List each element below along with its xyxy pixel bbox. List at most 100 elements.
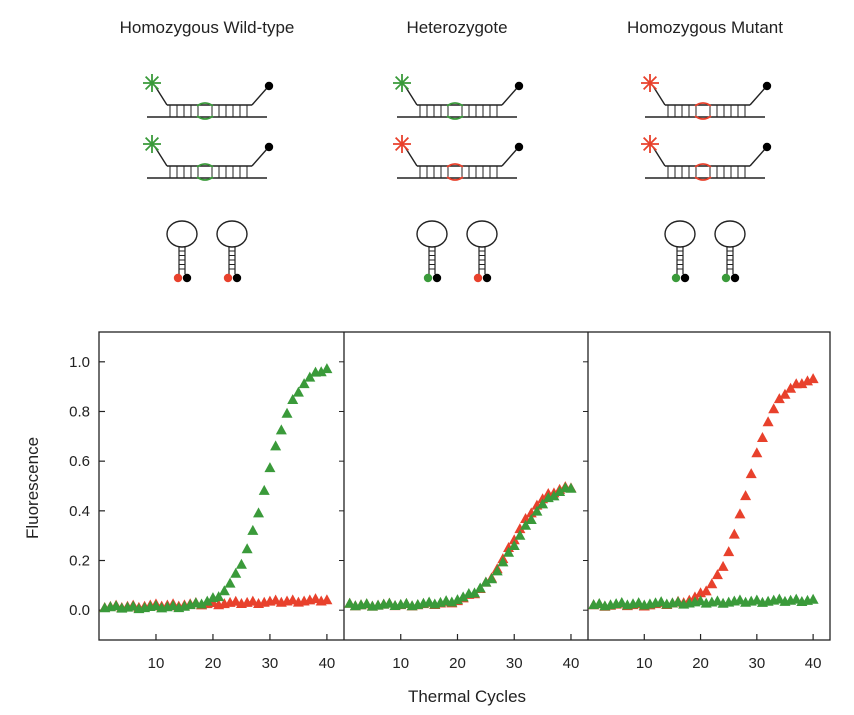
data-point-triangle [537,498,549,509]
data-point-triangle [790,593,802,604]
allele-bracket-bottom [694,176,712,181]
data-point-triangle [633,597,645,608]
data-point-triangle [287,394,299,405]
data-point-triangle [508,534,520,545]
data-point-triangle [457,591,469,602]
data-point-triangle [213,591,225,602]
data-point-triangle [554,485,566,496]
hairpin-loop [166,220,198,248]
hairpin-loop [466,220,498,248]
data-point-triangle [762,416,774,427]
allele-bracket-bottom [446,115,464,120]
hairpin-quencher-dot [232,273,242,283]
data-point-triangle [235,558,247,569]
hairpin-quencher-dot [730,273,740,283]
hairpin-fluorophore-dot [473,273,483,283]
data-point-triangle [361,598,373,609]
y-tick-label: 0.0 [69,602,90,619]
data-point-triangle [756,432,768,443]
probe-duplex [393,74,524,120]
data-point-triangle [150,599,162,610]
data-point-triangle [740,490,752,501]
probe-duplex [143,135,274,181]
data-point-triangle [531,505,543,516]
data-point-triangle [503,546,515,557]
data-point-triangle [700,585,712,596]
x-tick-label: 30 [506,655,523,672]
hairpin-probe [216,220,248,283]
data-point-triangle [525,513,537,524]
data-point-triangle [241,543,253,554]
data-point-triangle [548,490,560,501]
allele-bracket-top [446,163,464,168]
data-point-triangle [321,594,333,605]
title-heterozygote: Heterozygote [406,18,507,37]
data-point-triangle [167,600,179,611]
probe-duplex [393,135,524,181]
quencher-arm [501,148,518,167]
hairpin-probe [664,220,696,283]
data-point-triangle [734,594,746,605]
data-point-triangle [247,595,259,606]
fluorophore-star-icon [641,74,659,92]
data-point-triangle [298,378,310,389]
data-point-triangle [287,594,299,605]
data-point-triangle [514,529,526,540]
hairpin-loop [714,220,746,248]
data-point-triangle [751,447,763,458]
quencher-dot [264,81,274,91]
probe-duplex [143,74,274,120]
allele-bracket-top [196,163,214,168]
data-point-triangle [469,587,481,598]
data-point-triangle [508,539,520,550]
data-point-triangle [616,596,628,607]
data-point-triangle [310,593,322,604]
hairpin-quencher-dot [482,273,492,283]
quencher-dot [514,142,524,152]
data-point-triangle [728,528,740,539]
quencher-arm [251,87,268,106]
data-point-triangle [768,403,780,414]
data-point-triangle [270,440,282,451]
data-point-triangle [270,594,282,605]
data-point-triangle [400,597,412,608]
fluorophore-star-icon [393,74,411,92]
data-point-triangle [491,565,503,576]
data-point-triangle [807,373,819,384]
data-point-triangle [258,484,270,495]
x-axis-title: Thermal Cycles [408,687,526,706]
fluorophore-star-icon [143,135,161,153]
data-point-triangle [785,382,797,393]
data-point-triangle [593,597,605,608]
hairpin-quencher-dot [182,273,192,283]
allele-bracket-bottom [196,115,214,120]
data-point-triangle [321,363,333,374]
data-point-triangle [344,597,356,608]
hairpin-loop [216,220,248,248]
chart-ticks: 0.0 0.2 0.4 0.6 0.8 1.0 10 20 30 40 10 20 30 40 10 20 30… [69,354,821,672]
data-point-triangle [292,386,304,397]
x-tick-label: 40 [319,655,336,672]
x-tick-label: 30 [748,655,765,672]
quencher-dot [514,81,524,91]
quencher-arm [749,148,766,167]
data-point-triangle [773,593,785,604]
quencher-arm [251,148,268,167]
title-mutant: Homozygous Mutant [627,18,783,37]
data-point-triangle [514,523,526,534]
y-tick-label: 0.6 [69,453,90,470]
data-point-triangle [383,597,395,608]
x-tick-label: 30 [262,655,279,672]
x-tick-label: 10 [392,655,409,672]
y-tick-label: 0.2 [69,553,90,570]
quencher-dot [762,81,772,91]
data-point-triangle [196,598,208,609]
quencher-dot [762,142,772,152]
data-point-triangle [655,596,667,607]
probe-duplex [641,74,772,120]
data-point-triangle [224,577,236,588]
y-tick-label: 0.4 [69,503,90,520]
hairpin-probe [166,220,198,283]
hairpin-probe [416,220,448,283]
data-point-triangle [230,595,242,606]
